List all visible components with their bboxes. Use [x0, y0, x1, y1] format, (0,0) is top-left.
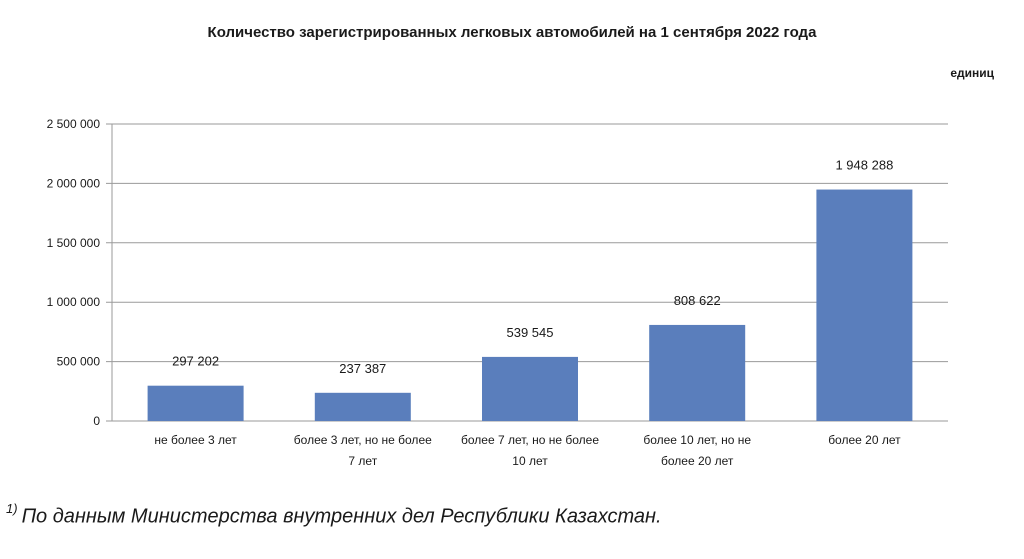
y-tick-label: 1 000 000 [47, 295, 101, 309]
x-tick-label: 7 лет [348, 454, 377, 468]
x-tick-label: 10 лет [512, 454, 548, 468]
x-tick-label: более 10 лет, но не [643, 433, 751, 447]
bar [649, 324, 746, 421]
x-tick-label: более 7 лет, но не более [461, 433, 599, 447]
source-footnote: 1) По данным Министерства внутренних дел … [6, 501, 662, 529]
x-tick-label: более 20 лет [828, 433, 901, 447]
bar [314, 392, 411, 421]
bar-value-label: 237 387 [339, 361, 386, 376]
bar-value-label: 539 545 [507, 325, 554, 340]
y-tick-label: 1 500 000 [47, 236, 101, 250]
footnote-marker: 1) [6, 501, 18, 516]
bar [147, 385, 244, 421]
y-tick-label: 500 000 [57, 355, 101, 369]
x-tick-label: не более 3 лет [154, 433, 237, 447]
chart-title: Количество зарегистрированных легковых а… [207, 24, 817, 41]
bar-value-label: 297 202 [172, 354, 219, 369]
bar-value-label: 1 948 288 [835, 158, 893, 173]
x-tick-label: более 3 лет, но не более [294, 433, 432, 447]
bar [482, 356, 578, 421]
y-tick-label: 2 000 000 [47, 176, 101, 190]
unit-label: единиц [950, 66, 994, 80]
footnote-text: По данным Министерства внутренних дел Ре… [21, 505, 662, 528]
bar-value-label: 808 622 [674, 293, 721, 308]
x-tick-label: более 20 лет [661, 454, 734, 468]
bar-chart: 0 500 000 1 000 000 1 500 000 2 000 000 2 500… [47, 117, 948, 468]
y-tick-label: 0 [93, 414, 100, 428]
y-tick-label: 2 500 000 [47, 117, 101, 131]
bar [816, 189, 913, 421]
